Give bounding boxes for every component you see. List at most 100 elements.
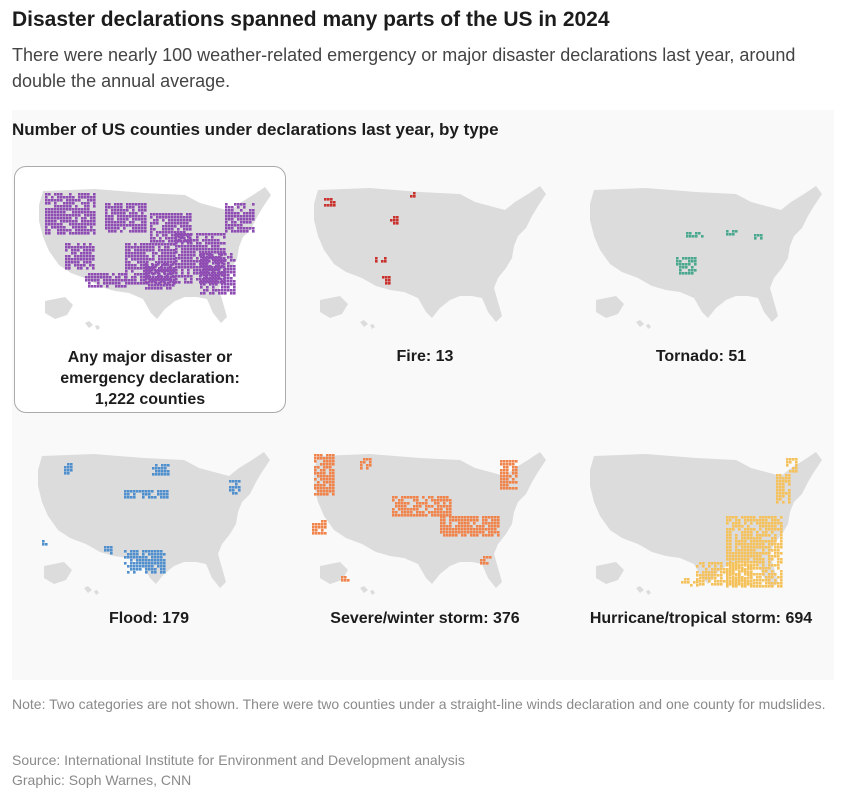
county-cell xyxy=(330,198,333,201)
county-cell xyxy=(780,585,783,588)
county-cell xyxy=(500,484,503,487)
county-cell xyxy=(80,246,83,249)
county-cell xyxy=(112,282,115,285)
county-cell xyxy=(81,196,84,199)
county-cell xyxy=(170,243,173,246)
county-cell xyxy=(75,223,78,226)
county-cell xyxy=(60,223,63,226)
county-cell xyxy=(110,546,113,549)
county-cell xyxy=(765,576,768,579)
county-cell xyxy=(69,214,72,217)
county-cell xyxy=(711,577,714,580)
map-card-storm[interactable]: Severe/winter storm: 376 xyxy=(290,432,560,677)
county-cell xyxy=(154,571,157,574)
county-cell xyxy=(148,266,151,269)
county-cell xyxy=(321,529,324,532)
county-cell xyxy=(214,239,217,242)
county-cell xyxy=(774,552,777,555)
county-cell xyxy=(323,493,326,496)
county-cell xyxy=(237,224,240,227)
county-cell xyxy=(759,525,762,528)
county-cell xyxy=(72,199,75,202)
county-cell xyxy=(193,269,196,272)
county-cell xyxy=(726,552,729,555)
county-cell xyxy=(214,242,217,245)
county-cell xyxy=(131,267,134,270)
county-cell xyxy=(741,555,744,558)
county-cell xyxy=(726,528,729,531)
county-cell xyxy=(125,282,128,285)
map-card-flood[interactable]: Flood: 179 xyxy=(14,432,284,677)
county-cell xyxy=(66,220,69,223)
map-card-hurricane[interactable]: Hurricane/tropical storm: 694 xyxy=(566,432,836,677)
county-cell xyxy=(785,492,788,495)
county-cell xyxy=(729,555,732,558)
county-cell xyxy=(360,461,363,464)
county-cell xyxy=(240,230,243,233)
county-cell xyxy=(88,276,91,279)
county-cell xyxy=(131,255,134,258)
county-cell xyxy=(332,490,335,493)
county-cell xyxy=(190,254,193,257)
county-cell xyxy=(780,552,783,555)
county-cell xyxy=(150,234,153,237)
county-cell xyxy=(60,220,63,223)
county-cell xyxy=(461,525,464,528)
county-cell xyxy=(771,573,774,576)
county-cell xyxy=(160,284,163,287)
county-cell xyxy=(111,230,114,233)
county-cell xyxy=(744,537,747,540)
county-cell xyxy=(747,580,750,583)
county-cell xyxy=(54,205,57,208)
county-cell xyxy=(134,276,137,279)
map-card-fire[interactable]: Fire: 13 xyxy=(290,166,560,411)
county-cell xyxy=(184,251,187,254)
county-cell xyxy=(200,280,203,283)
county-cell xyxy=(756,573,759,576)
county-cell xyxy=(464,534,467,537)
county-cell xyxy=(315,529,318,532)
county-cell xyxy=(776,483,779,486)
county-cell xyxy=(726,540,729,543)
county-cell xyxy=(184,260,187,263)
county-cell xyxy=(729,552,732,555)
county-cell xyxy=(168,216,171,219)
county-cell xyxy=(249,227,252,230)
county-cell xyxy=(759,516,762,519)
county-cell xyxy=(160,266,163,269)
county-cell xyxy=(756,561,759,564)
county-cell xyxy=(200,274,203,277)
county-cell xyxy=(114,206,117,209)
county-cell xyxy=(229,489,232,492)
chart-subtitle: There were nearly 100 weather-related em… xyxy=(12,42,812,94)
county-cell xyxy=(181,272,184,275)
county-cell xyxy=(130,553,133,556)
county-cell xyxy=(157,550,160,553)
county-cell xyxy=(158,473,161,476)
county-cell xyxy=(431,499,434,502)
county-cell xyxy=(87,220,90,223)
county-cell xyxy=(396,222,399,225)
county-cell xyxy=(780,522,783,525)
county-cell xyxy=(144,224,147,227)
county-cell xyxy=(446,496,449,499)
county-cell xyxy=(161,252,164,255)
map-card-tornado[interactable]: Tornado: 51 xyxy=(566,166,836,411)
county-cell xyxy=(326,457,329,460)
county-cell xyxy=(66,202,69,205)
county-cell xyxy=(67,472,70,475)
county-cell xyxy=(500,481,503,484)
county-cell xyxy=(103,273,106,276)
county-cell xyxy=(317,475,320,478)
county-cell xyxy=(467,516,470,519)
county-cell xyxy=(45,193,48,196)
map-card-any[interactable]: Any major disaster or emergency declarat… xyxy=(14,166,286,413)
county-cell xyxy=(686,235,689,238)
county-cell xyxy=(87,208,90,211)
county-cell xyxy=(159,231,162,234)
county-cell xyxy=(437,502,440,505)
county-cell xyxy=(227,268,230,271)
county-cell xyxy=(726,233,729,236)
county-cell xyxy=(218,271,221,274)
county-cell xyxy=(164,249,167,252)
